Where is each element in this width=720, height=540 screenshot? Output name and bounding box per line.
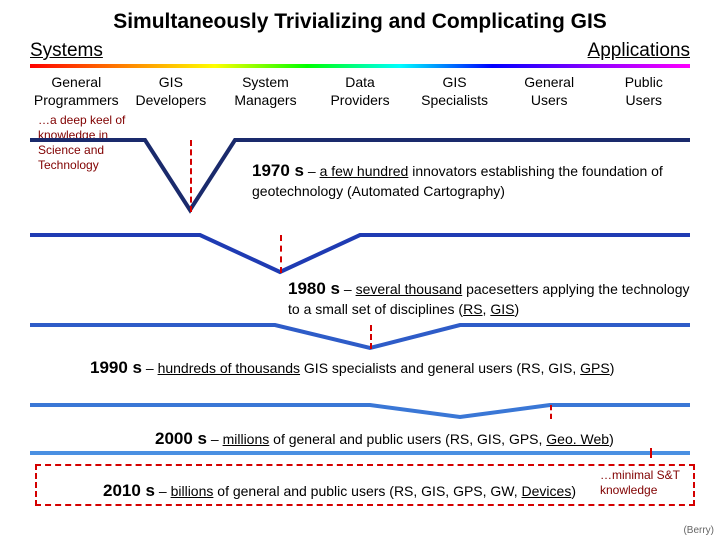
- keel-shape-1980: [30, 230, 690, 285]
- decade-label: 2000 s: [155, 429, 207, 448]
- depth-marker: [280, 235, 282, 273]
- role-label: GISDevelopers: [125, 74, 218, 109]
- role-label: GeneralUsers: [503, 74, 596, 109]
- keel-shape-2000: [30, 400, 690, 430]
- role-label: SystemManagers: [219, 74, 312, 109]
- keel-shape-1990: [30, 320, 690, 360]
- depth-marker: [550, 405, 552, 419]
- caption-2000: 2000 s – millions of general and public …: [155, 428, 705, 450]
- role-label: GISSpecialists: [408, 74, 501, 109]
- subtitle-applications: Applications: [588, 40, 690, 62]
- dashed-red-box: [35, 464, 695, 506]
- attribution: (Berry): [683, 525, 714, 536]
- role-label: DataProviders: [314, 74, 407, 109]
- role-label: GeneralProgrammers: [30, 74, 123, 109]
- decade-label: 1970 s: [252, 161, 304, 180]
- decade-label: 1980 s: [288, 279, 340, 298]
- page-title: Simultaneously Trivializing and Complica…: [0, 0, 720, 34]
- role-label: PublicUsers: [597, 74, 690, 109]
- depth-marker: [190, 140, 192, 212]
- minimal-note: …minimal S&T knowledge: [600, 468, 700, 498]
- caption-1990: 1990 s – hundreds of thousands GIS speci…: [90, 357, 690, 379]
- subtitle-row: Systems Applications: [0, 34, 720, 62]
- caption-1980: 1980 s – several thousand pacesetters ap…: [288, 278, 698, 319]
- depth-marker: [370, 325, 372, 349]
- decade-label: 1990 s: [90, 358, 142, 377]
- roles-row: GeneralProgrammersGISDevelopersSystemMan…: [0, 68, 720, 109]
- caption-1970: 1970 s – a few hundred innovators establ…: [252, 160, 672, 201]
- subtitle-systems: Systems: [30, 40, 103, 62]
